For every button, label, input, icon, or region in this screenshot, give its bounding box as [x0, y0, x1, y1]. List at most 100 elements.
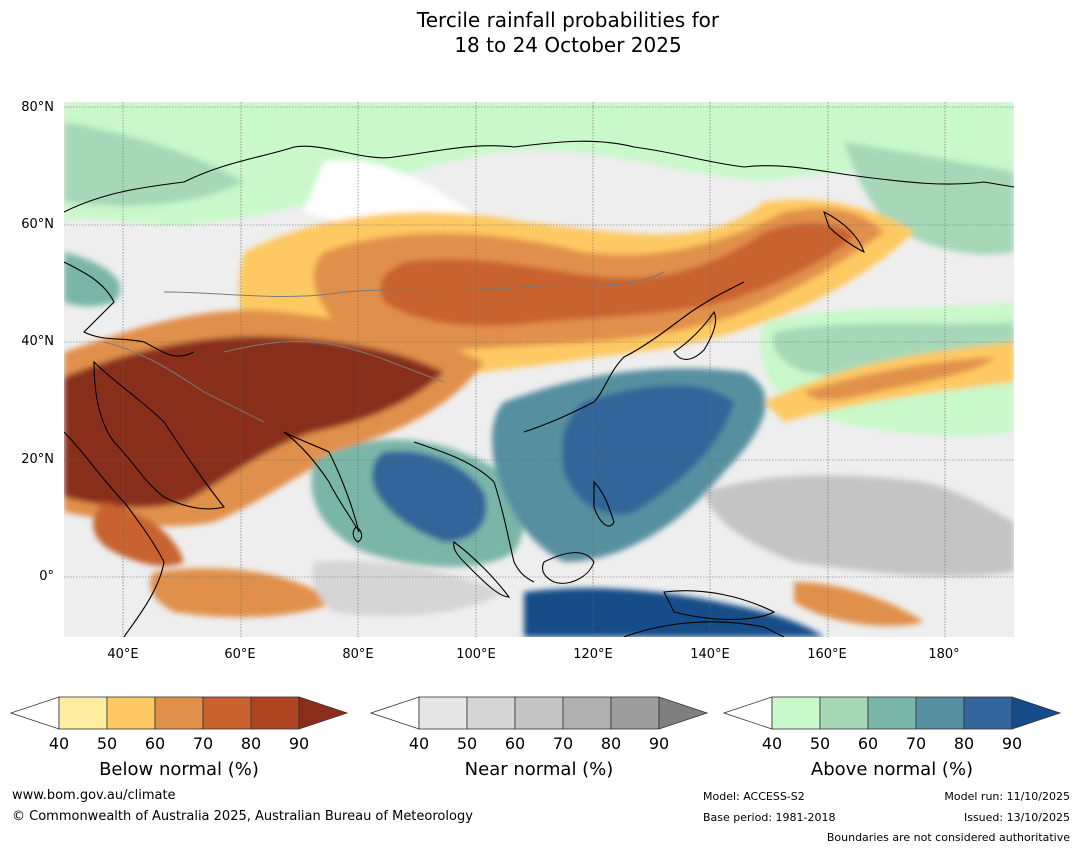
above-normal-colorbar [723, 696, 1062, 730]
below-tick-80: 80 [240, 734, 262, 753]
near-colorbar-swatch-2 [466, 696, 516, 730]
west-pacific-dark-blue [562, 385, 734, 515]
model-name: Model: ACCESS-S2 [703, 790, 805, 803]
issued-date: Issued: 13/10/2025 [963, 811, 1070, 824]
below-colorbar-swatch-3 [154, 696, 204, 730]
borneo [541, 552, 595, 584]
eurasia-north-coast [64, 140, 1014, 213]
above-tick-60: 60 [857, 734, 879, 753]
lat-label-80n: 80°N [21, 100, 54, 115]
below-tick-60: 60 [144, 734, 166, 753]
near-colorbar-high-arrow [658, 696, 709, 730]
below-colorbar-swatch-1 [58, 696, 108, 730]
near-normal-label: Near normal (%) [464, 759, 614, 780]
boundaries-disclaimer: Boundaries are not considered authoritat… [826, 831, 1070, 844]
south-pacific-orange [794, 582, 924, 626]
border-middle-east [103, 341, 265, 423]
indian-ocean-near-normal [312, 561, 504, 616]
near-colorbar-swatch-4 [562, 696, 612, 730]
new-guinea [663, 590, 776, 620]
chart-title: Tercile rainfall probabilities for 18 to… [0, 8, 1081, 58]
siberia-dark-band [380, 222, 854, 326]
copyright-notice: © Commonwealth of Australia 2025, Austra… [12, 809, 473, 824]
near-normal-colorbar [370, 696, 709, 730]
lon-label-140e: 140°E [690, 647, 730, 662]
lat-label-60n: 60°N [21, 217, 54, 232]
lon-label-160e: 160°E [807, 647, 847, 662]
below-colorbar-swatch-4 [202, 696, 252, 730]
above-colorbar-swatch-5 [963, 696, 1013, 730]
near-colorbar-low-arrow [370, 696, 420, 730]
north-pacific-orange [804, 357, 994, 401]
near-colorbar-swatch-1 [418, 696, 468, 730]
kamchatka [823, 210, 865, 254]
above-colorbar-swatch-2 [819, 696, 869, 730]
arctic-teal-region [64, 122, 244, 206]
below-normal-colorbar [10, 696, 349, 730]
above-colorbar-high-arrow [1011, 696, 1062, 730]
europe-coast [64, 261, 195, 357]
above-colorbar-swatch-1 [771, 696, 821, 730]
border-south-asia [223, 341, 445, 383]
near-tick-90: 90 [648, 734, 670, 753]
lon-label-60e: 60°E [224, 647, 256, 662]
central-pacific-near-normal [704, 475, 1014, 577]
lon-label-80e: 80°E [342, 647, 374, 662]
near-tick-40: 40 [408, 734, 430, 753]
below-tick-70: 70 [192, 734, 214, 753]
above-colorbar-low-arrow [723, 696, 773, 730]
below-colorbar-swatch-5 [250, 696, 300, 730]
below-normal-label: Below normal (%) [99, 759, 259, 780]
japan [673, 310, 717, 360]
coastlines [64, 140, 1014, 637]
lon-label-40e: 40°E [107, 647, 139, 662]
lat-label-40n: 40°N [21, 334, 54, 349]
australia-north-coast [623, 621, 785, 637]
below-tick-50: 50 [96, 734, 118, 753]
below-colorbar-high-arrow [298, 696, 349, 730]
below-tick-90: 90 [288, 734, 310, 753]
china-coast [523, 281, 745, 433]
above-tick-80: 80 [953, 734, 975, 753]
above-tick-40: 40 [761, 734, 783, 753]
sri-lanka [352, 526, 363, 543]
near-tick-60: 60 [504, 734, 526, 753]
arctic-above-normal-region [64, 102, 1014, 225]
lat-label-20n: 20°N [21, 452, 54, 467]
east-africa-below-normal [93, 502, 184, 567]
middle-east-dark-region [64, 336, 444, 508]
above-normal-label: Above normal (%) [810, 759, 974, 780]
above-tick-70: 70 [905, 734, 927, 753]
above-colorbar-swatch-3 [867, 696, 917, 730]
near-tick-50: 50 [456, 734, 478, 753]
near-tick-80: 80 [600, 734, 622, 753]
arabian-peninsula [93, 360, 225, 510]
above-tick-50: 50 [809, 734, 831, 753]
below-tick-40: 40 [48, 734, 70, 753]
bay-of-bengal-blue [372, 451, 487, 542]
philippines [593, 480, 615, 527]
website-link[interactable]: www.bom.gov.au/climate [12, 788, 176, 803]
india-outline [283, 431, 360, 533]
title-line-2: 18 to 24 October 2025 [454, 33, 682, 57]
africa-east-coast [64, 431, 165, 637]
border-central-asia [163, 271, 665, 297]
title-line-1: Tercile rainfall probabilities for [416, 8, 720, 32]
below-colorbar-swatch-2 [106, 696, 156, 730]
graticule [64, 102, 1014, 637]
rainfall-probability-map [64, 102, 1014, 637]
east-siberia-teal-region [844, 142, 1014, 255]
sumatra [453, 541, 511, 598]
near-tick-70: 70 [552, 734, 574, 753]
near-colorbar-swatch-3 [514, 696, 564, 730]
lon-label-120e: 120°E [573, 647, 613, 662]
below-colorbar-low-arrow [10, 696, 60, 730]
probability-shading [64, 102, 1014, 637]
south-indian-orange [150, 568, 334, 618]
base-period: Base period: 1981-2018 [703, 811, 836, 824]
model-run-date: Model run: 11/10/2025 [944, 790, 1070, 803]
lon-label-180: 180° [928, 647, 960, 662]
near-colorbar-swatch-5 [610, 696, 660, 730]
lon-label-100e: 100°E [456, 647, 496, 662]
above-tick-90: 90 [1001, 734, 1023, 753]
